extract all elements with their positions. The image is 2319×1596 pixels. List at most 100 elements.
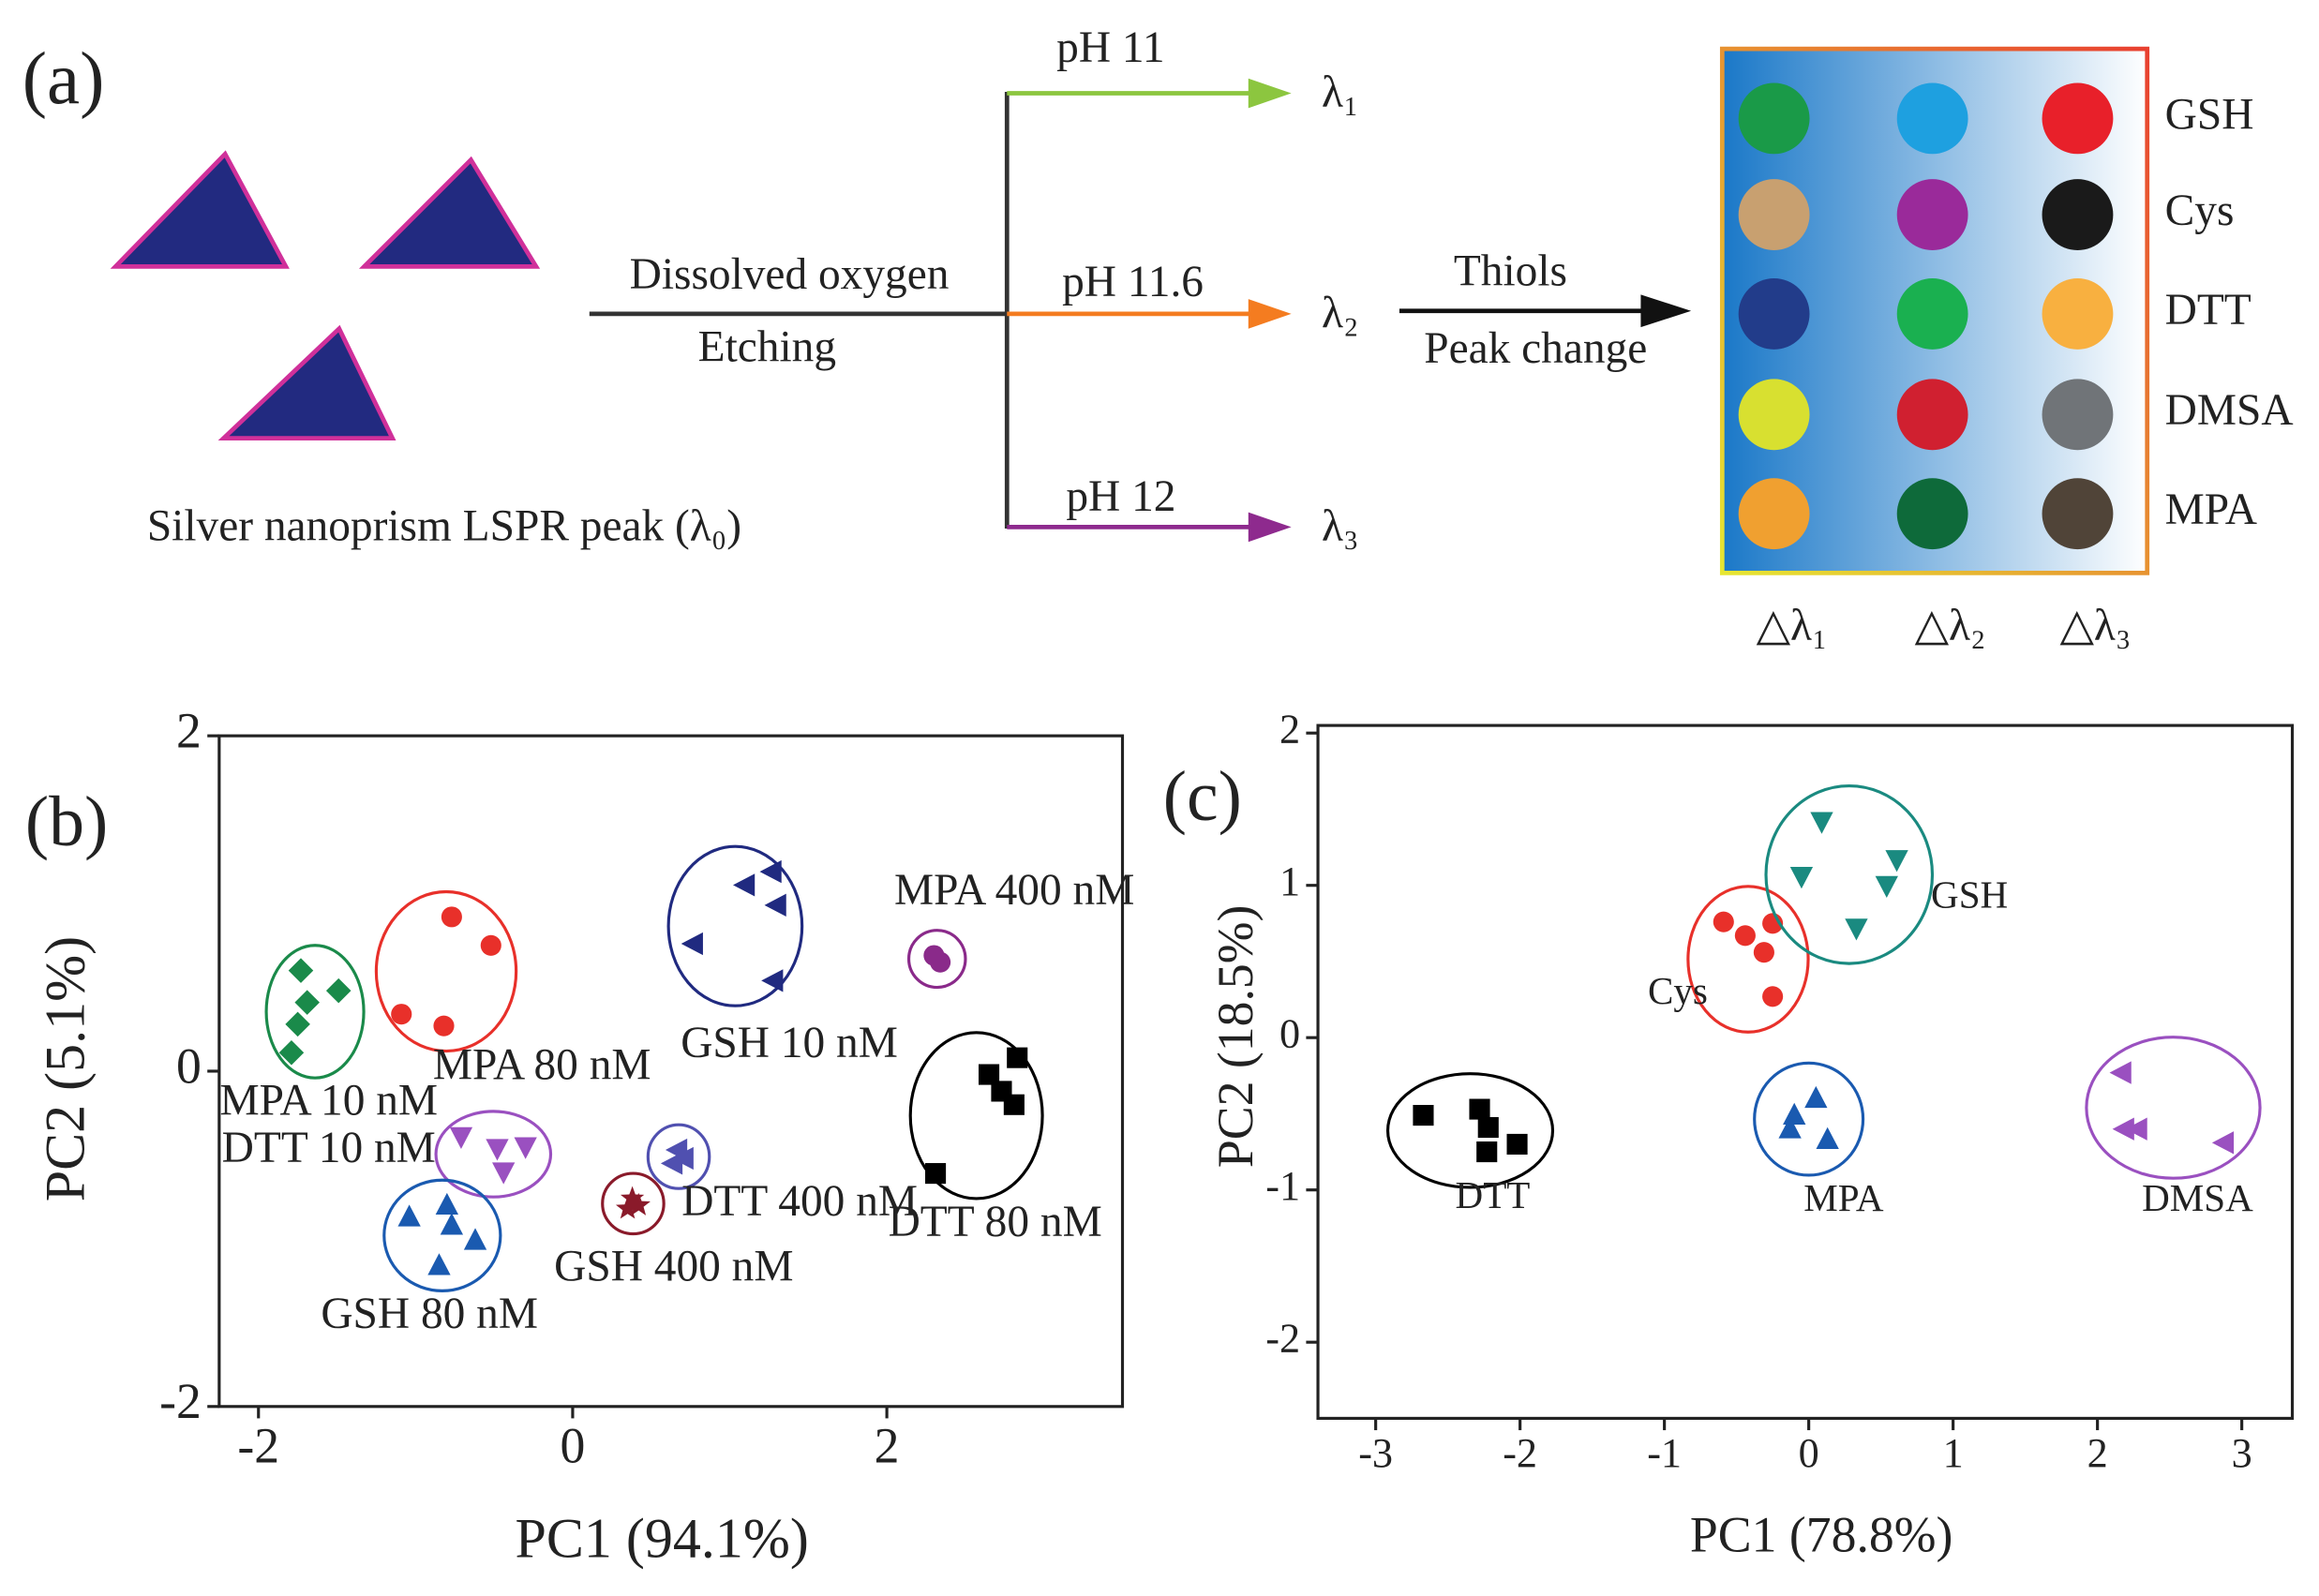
caption: Silver nanoprism LSPR peak (λ₀) — [147, 501, 741, 550]
marker — [514, 1137, 537, 1159]
etch-label: Etching — [698, 322, 836, 371]
arrow-head — [1248, 512, 1292, 543]
color-dot — [2042, 277, 2114, 350]
plot-frame — [1316, 723, 2295, 1421]
marker — [1783, 1102, 1806, 1126]
x-tick-label: 2 — [2087, 1430, 2108, 1476]
scatter-chart: (c) PC1 (78.8%) PC2 (18.5%) -3 -2 -1 0 1 2 3 -2 -1 0… — [1163, 706, 2295, 1562]
marker — [2125, 1117, 2147, 1141]
column-label: △λ₁ — [1757, 601, 1828, 649]
x-axis-label: PC1 (94.1%) — [515, 1507, 808, 1569]
marker — [1845, 918, 1868, 941]
peak-label: λ₂ — [1322, 289, 1359, 337]
prism — [358, 156, 541, 269]
color-dot — [2042, 82, 2114, 155]
row-label: GSH — [2165, 90, 2254, 139]
marker — [2211, 1131, 2235, 1155]
marker — [397, 1204, 421, 1227]
marker — [1007, 1047, 1028, 1068]
row-label: DTT — [2165, 286, 2252, 335]
marker — [1734, 925, 1756, 947]
color-dot — [1738, 379, 1810, 451]
cluster-label: MPA 80 nM — [433, 1040, 651, 1089]
row-label: DMSA — [2165, 386, 2294, 435]
column-label: △λ₃ — [2059, 601, 2131, 649]
cluster-label: DMSA — [2142, 1176, 2253, 1219]
marker — [671, 1146, 694, 1171]
marker — [1506, 1133, 1528, 1156]
x-tick-label: 0 — [1799, 1430, 1819, 1476]
cluster-label: MPA — [1803, 1176, 1884, 1219]
marker — [427, 1253, 451, 1275]
cluster-ellipse — [908, 1031, 1044, 1201]
cluster-label: GSH 80 nM — [321, 1290, 538, 1338]
color-dot — [1896, 277, 1968, 350]
marker — [1875, 875, 1898, 898]
marker — [1003, 1094, 1025, 1115]
peak-label: λ₁ — [1322, 68, 1359, 117]
cluster-ellipse — [1753, 1061, 1865, 1177]
y-tick-label: -2 — [1265, 1315, 1300, 1361]
marker — [1713, 911, 1734, 932]
marker — [463, 1228, 487, 1250]
cluster-label: MPA 10 nM — [219, 1076, 438, 1125]
y-tick-label: -2 — [159, 1373, 202, 1429]
array: GSH Cys DTT DMSA MPA △λ₁ △λ₂ △λ₃ — [1738, 82, 2294, 649]
marker — [1810, 812, 1833, 834]
peak-label: λ₃ — [1322, 501, 1359, 550]
marker — [2109, 1061, 2132, 1084]
marker — [285, 1011, 310, 1037]
color-dot — [1738, 277, 1810, 350]
cluster-label: GSH 10 nM — [681, 1019, 898, 1067]
color-dot — [1896, 82, 1968, 155]
y-axis-label: PC2 (18.5%) — [1207, 905, 1264, 1168]
y-tick-label: 0 — [176, 1037, 202, 1094]
y-tick-label: 2 — [176, 702, 202, 758]
marker — [761, 969, 784, 992]
marker — [486, 1139, 509, 1161]
marker — [733, 873, 756, 897]
y-axis-label: PC2 (5.1%) — [35, 936, 97, 1201]
marker — [480, 934, 501, 956]
marker — [294, 990, 320, 1015]
marker — [1762, 986, 1784, 1007]
marker — [626, 1192, 651, 1216]
marker — [660, 1152, 683, 1175]
ph-label: pH 11.6 — [1062, 258, 1204, 306]
cluster-label: Cys — [1648, 969, 1708, 1012]
prism — [110, 150, 290, 269]
prism — [217, 324, 396, 440]
cluster-label: DTT 80 nM — [889, 1198, 1102, 1246]
y-tick-label: 2 — [1279, 706, 1300, 752]
column-label: △λ₂ — [1915, 601, 1986, 649]
cluster-ellipse — [666, 844, 804, 1007]
marker — [288, 958, 314, 983]
row-label: MPA — [2165, 485, 2257, 534]
arrow-head — [1640, 294, 1692, 328]
color-dot — [2042, 379, 2114, 451]
color-dot — [1738, 82, 1810, 155]
marker — [759, 859, 782, 884]
color-dot — [2042, 179, 2114, 250]
marker — [2112, 1117, 2134, 1141]
marker — [620, 1186, 645, 1209]
cluster-ellipse — [264, 944, 366, 1080]
cluster-ellipse — [1764, 783, 1935, 965]
marker — [925, 1163, 947, 1185]
marker — [435, 1192, 459, 1216]
marker — [1469, 1098, 1490, 1120]
etch-label: Dissolved oxygen — [630, 250, 950, 299]
cluster-ellipse — [382, 1178, 502, 1292]
cluster-ellipse — [2085, 1036, 2262, 1180]
marker — [1413, 1105, 1434, 1126]
step-label: Thiols — [1454, 247, 1567, 296]
cluster-ellipse — [601, 1171, 666, 1236]
marker — [441, 906, 462, 928]
marker — [391, 1004, 412, 1025]
cluster-label: DTT 400 nM — [681, 1177, 918, 1226]
cluster-label: GSH 400 nM — [554, 1242, 793, 1290]
color-dot — [1896, 478, 1968, 550]
ph-label: pH 12 — [1066, 472, 1175, 521]
x-tick-label: 1 — [1943, 1430, 1964, 1476]
marker — [1804, 1085, 1828, 1109]
